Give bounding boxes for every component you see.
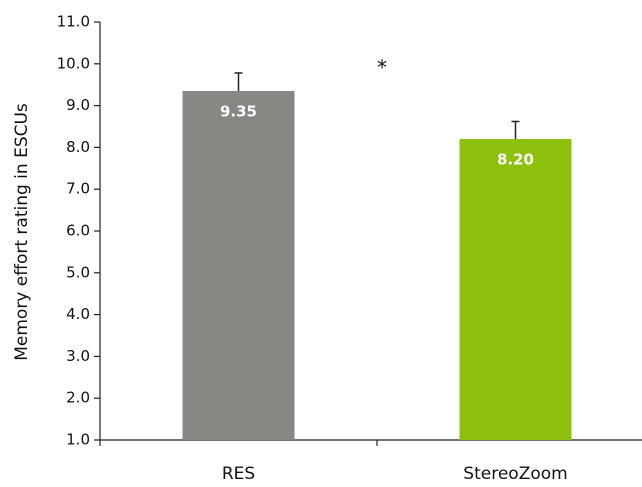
bar	[459, 139, 572, 441]
y-tick-label: 2.0	[66, 389, 90, 407]
bar	[182, 90, 295, 440]
annotation: *	[377, 56, 387, 80]
y-tick-label: 1.0	[66, 431, 90, 449]
data-label: 9.35	[220, 102, 257, 120]
x-tick-label: StereoZoom	[463, 464, 567, 484]
y-tick-label: 6.0	[66, 222, 90, 240]
y-tick-label: 8.0	[66, 138, 90, 156]
x-tick-label: RES	[222, 464, 255, 484]
y-axis-label: Memory effort rating in ESCUs	[12, 103, 32, 361]
y-tick-label: 5.0	[66, 263, 90, 281]
y-tick-label: 9.0	[66, 96, 90, 114]
y-tick-label: 3.0	[66, 347, 90, 365]
y-tick-label: 10.0	[57, 54, 90, 72]
y-tick-label: 7.0	[66, 180, 90, 198]
data-label: 8.20	[497, 151, 534, 169]
y-tick-label: 11.0	[57, 13, 90, 31]
y-tick-label: 4.0	[66, 305, 90, 323]
